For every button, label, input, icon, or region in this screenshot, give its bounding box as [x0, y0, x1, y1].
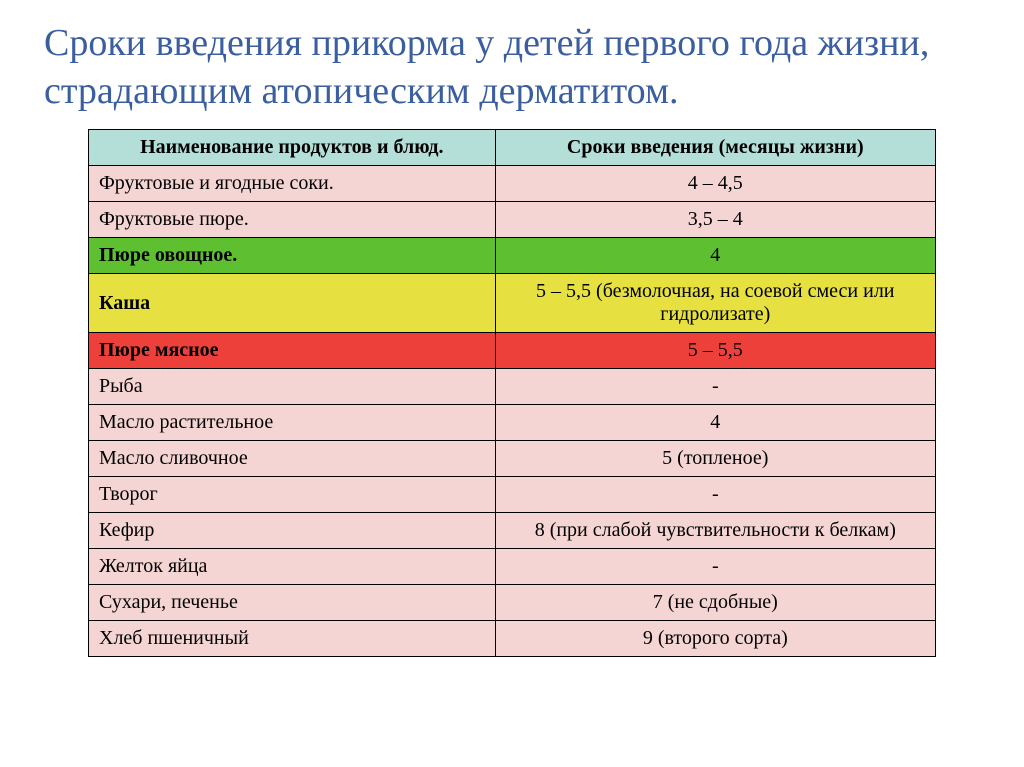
cell-timing: 4	[495, 405, 935, 441]
col-header-timing: Сроки введения (месяцы жизни)	[495, 130, 935, 166]
table-row: Масло сливочное5 (топленое)	[89, 441, 936, 477]
table-row: Желток яйца-	[89, 549, 936, 585]
cell-timing: 5 – 5,5	[495, 333, 935, 369]
cell-timing: 3,5 – 4	[495, 202, 935, 238]
cell-timing: -	[495, 369, 935, 405]
cell-product-name: Пюре мясное	[89, 333, 496, 369]
cell-product-name: Творог	[89, 477, 496, 513]
cell-timing: -	[495, 477, 935, 513]
table-row: Пюре овощное.4	[89, 238, 936, 274]
table-row: Каша5 – 5,5 (безмолочная, на соевой смес…	[89, 274, 936, 333]
cell-product-name: Пюре овощное.	[89, 238, 496, 274]
cell-timing: 9 (второго сорта)	[495, 621, 935, 657]
table-row: Масло растительное4	[89, 405, 936, 441]
cell-product-name: Масло сливочное	[89, 441, 496, 477]
col-header-name: Наименование продуктов и блюд.	[89, 130, 496, 166]
table-row: Кефир8 (при слабой чувствительности к бе…	[89, 513, 936, 549]
cell-product-name: Рыба	[89, 369, 496, 405]
cell-timing: -	[495, 549, 935, 585]
table-row: Творог-	[89, 477, 936, 513]
cell-product-name: Каша	[89, 274, 496, 333]
feeding-table: Наименование продуктов и блюд. Сроки вве…	[88, 129, 936, 657]
cell-product-name: Кефир	[89, 513, 496, 549]
cell-product-name: Фруктовые и ягодные соки.	[89, 166, 496, 202]
table-row: Фруктовые пюре.3,5 – 4	[89, 202, 936, 238]
cell-timing: 4	[495, 238, 935, 274]
table-header-row: Наименование продуктов и блюд. Сроки вве…	[89, 130, 936, 166]
feeding-table-wrap: Наименование продуктов и блюд. Сроки вве…	[44, 129, 980, 657]
cell-product-name: Хлеб пшеничный	[89, 621, 496, 657]
cell-timing: 8 (при слабой чувствительности к белкам)	[495, 513, 935, 549]
cell-timing: 5 – 5,5 (безмолочная, на соевой смеси ил…	[495, 274, 935, 333]
cell-product-name: Фруктовые пюре.	[89, 202, 496, 238]
cell-timing: 5 (топленое)	[495, 441, 935, 477]
page-title: Сроки введения прикорма у детей первого …	[44, 20, 980, 115]
cell-timing: 7 (не сдобные)	[495, 585, 935, 621]
cell-product-name: Масло растительное	[89, 405, 496, 441]
table-row: Сухари, печенье7 (не сдобные)	[89, 585, 936, 621]
cell-timing: 4 – 4,5	[495, 166, 935, 202]
table-row: Фруктовые и ягодные соки.4 – 4,5	[89, 166, 936, 202]
table-row: Пюре мясное5 – 5,5	[89, 333, 936, 369]
table-row: Рыба-	[89, 369, 936, 405]
cell-product-name: Желток яйца	[89, 549, 496, 585]
table-row: Хлеб пшеничный9 (второго сорта)	[89, 621, 936, 657]
cell-product-name: Сухари, печенье	[89, 585, 496, 621]
